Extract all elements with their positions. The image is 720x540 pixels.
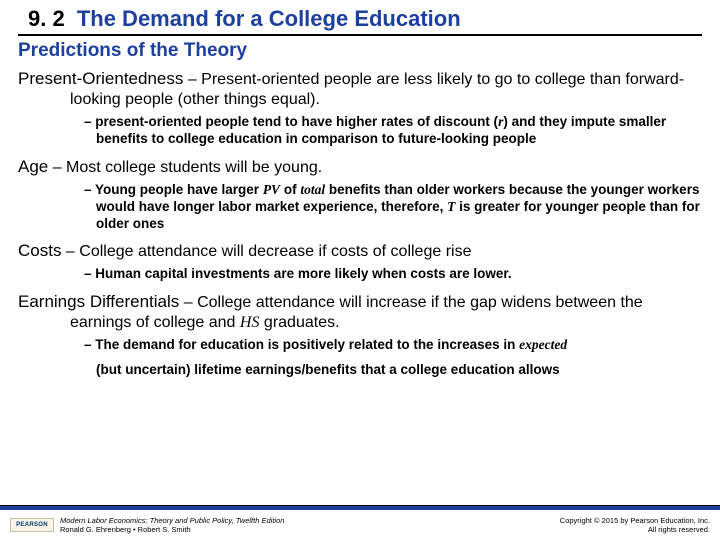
book-title: Modern Labor Economics: Theory and Publi…: [60, 516, 560, 525]
var-hs: HS: [240, 314, 260, 331]
var-expected: expected: [519, 337, 567, 352]
point-sub: – present-oriented people tend to have h…: [18, 114, 702, 148]
point-sub: – Young people have larger PV of total b…: [18, 182, 702, 233]
pearson-logo: PEARSON: [10, 518, 54, 532]
copyright-line: Copyright © 2015 by Pearson Education, I…: [560, 516, 710, 525]
rights-line: All rights reserved.: [560, 525, 710, 534]
footer-right: Copyright © 2015 by Pearson Education, I…: [560, 516, 710, 534]
point-earnings-differentials: Earnings Differentials – College attenda…: [18, 291, 702, 333]
point-sub: – Human capital investments are more lik…: [18, 266, 702, 283]
point-body: – College attendance will decrease if co…: [61, 243, 471, 260]
point-sub: – The demand for education is positively…: [18, 337, 702, 354]
footer-left: Modern Labor Economics: Theory and Publi…: [60, 516, 560, 534]
point-lead: Costs: [18, 241, 61, 260]
subheading: Predictions of the Theory: [18, 40, 702, 62]
slide: 9. 2 The Demand for a College Education …: [0, 0, 720, 540]
point-costs: Costs – College attendance will decrease…: [18, 240, 702, 262]
point-lead: Age: [18, 157, 48, 176]
point-body: – Most college students will be young.: [48, 159, 322, 176]
var-pv: PV: [263, 182, 280, 197]
section-title: The Demand for a College Education: [77, 6, 461, 31]
var-total: total: [300, 182, 325, 197]
point-lead: Earnings Differentials: [18, 292, 179, 311]
point-lead: Present-Orientedness: [18, 69, 183, 88]
section-number: 9. 2: [28, 6, 65, 31]
point-sub-cont: (but uncertain) lifetime earnings/benefi…: [18, 362, 702, 379]
footer: PEARSON Modern Labor Economics: Theory a…: [0, 510, 720, 540]
section-heading: 9. 2 The Demand for a College Education: [18, 6, 702, 36]
point-age: Age – Most college students will be youn…: [18, 156, 702, 178]
book-authors: Ronald G. Ehrenberg • Robert S. Smith: [60, 525, 560, 534]
point-present-orientedness: Present-Orientedness – Present-oriented …: [18, 68, 702, 110]
